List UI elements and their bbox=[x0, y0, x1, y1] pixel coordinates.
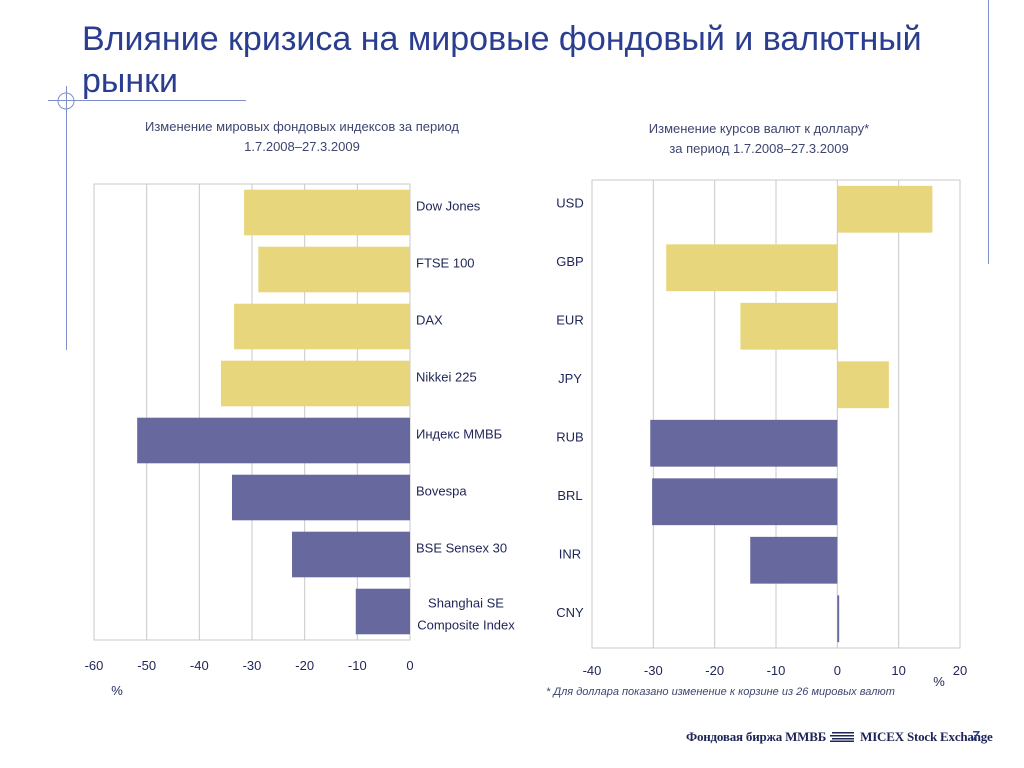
currency-tick-label: -10 bbox=[767, 663, 786, 678]
decorative-right-line bbox=[988, 0, 989, 264]
stock-category-label: Nikkei 225 bbox=[416, 370, 477, 385]
stock-bar bbox=[220, 360, 410, 407]
footnote: * Для доллара показано изменение к корзи… bbox=[546, 686, 895, 698]
stock-bar bbox=[292, 531, 410, 578]
stock-category-label: BSE Sensex 30 bbox=[416, 541, 507, 556]
page-number: 7 bbox=[972, 728, 980, 743]
footer-logo: Фондовая биржа ММВБ MICEX Stock Exchange bbox=[686, 729, 993, 745]
stock-tick-label: -50 bbox=[137, 658, 156, 673]
currency-category-label: RUB bbox=[556, 429, 583, 444]
currency-category-label: EUR bbox=[556, 312, 583, 327]
currency-category-label: JPY bbox=[558, 371, 582, 386]
currency-bar bbox=[837, 595, 840, 643]
stock-bar bbox=[234, 303, 410, 350]
stock-bar bbox=[355, 588, 410, 635]
stock-bar bbox=[231, 474, 410, 521]
stock-chart-title: Изменение мировых фондовых индексов за п… bbox=[144, 119, 460, 134]
stock-tick-label: 0 bbox=[406, 658, 413, 673]
currency-bar bbox=[837, 185, 933, 233]
currency-bar bbox=[650, 419, 838, 467]
stock-category-label: Shanghai SE Composite Index bbox=[417, 596, 515, 633]
stock-tick-label: -20 bbox=[295, 658, 314, 673]
currency-bar bbox=[837, 361, 889, 409]
stock-tick-label: -60 bbox=[85, 658, 104, 673]
stock-category-label: Индекс ММВБ bbox=[416, 427, 502, 442]
stock-unit-label: % bbox=[111, 683, 123, 698]
stock-chart-title-block: Изменение мировых фондовых индексов за п… bbox=[92, 117, 512, 157]
stock-tick-label: -40 bbox=[190, 658, 209, 673]
crosshair-circle-icon bbox=[57, 92, 75, 110]
stock-chart-subtitle: 1.7.2008–27.3.2009 bbox=[244, 139, 360, 154]
micex-stripes-icon bbox=[830, 732, 855, 742]
currency-tick-label: -40 bbox=[583, 663, 602, 678]
stock-category-label: Dow Jones bbox=[416, 199, 481, 214]
currency-chart-title-block: Изменение курсов валют к доллару* за пер… bbox=[594, 119, 924, 159]
decorative-left-line bbox=[66, 86, 67, 350]
stock-bar bbox=[137, 417, 411, 464]
currency-category-label: BRL bbox=[557, 488, 582, 503]
stock-category-label: Bovespa bbox=[416, 484, 467, 499]
stock-bar bbox=[244, 189, 410, 236]
currency-tick-label: -30 bbox=[644, 663, 663, 678]
currency-chart-title: Изменение курсов валют к доллару* bbox=[648, 121, 870, 136]
currency-tick-label: 20 bbox=[953, 663, 967, 678]
footer-logo-left-text: Фондовая биржа ММВБ bbox=[686, 729, 827, 744]
stock-category-label: DAX bbox=[416, 313, 443, 328]
stock-tick-label: -10 bbox=[348, 658, 367, 673]
currency-category-label: CNY bbox=[556, 605, 584, 620]
currency-category-label: INR bbox=[559, 546, 581, 561]
currency-bar bbox=[740, 302, 838, 350]
currency-bar bbox=[750, 536, 838, 584]
stock-bar bbox=[258, 246, 410, 293]
currency-tick-label: 0 bbox=[834, 663, 841, 678]
stock-category-label: FTSE 100 bbox=[416, 256, 475, 271]
footer-logo-right-text: MICEX Stock Exchange bbox=[860, 729, 993, 744]
currency-bar bbox=[666, 244, 838, 292]
decorative-top-line bbox=[48, 100, 246, 101]
currency-category-label: USD bbox=[556, 195, 583, 210]
currency-chart-subtitle: за период 1.7.2008–27.3.2009 bbox=[669, 141, 849, 156]
currency-unit-label: % bbox=[933, 674, 945, 689]
stock-tick-label: -30 bbox=[243, 658, 262, 673]
currency-tick-label: -20 bbox=[705, 663, 724, 678]
currency-category-label: GBP bbox=[556, 254, 583, 269]
currency-bar bbox=[652, 478, 838, 526]
currency-tick-label: 10 bbox=[891, 663, 905, 678]
slide-title: Влияние кризиса на мировые фондовый и ва… bbox=[82, 20, 922, 100]
